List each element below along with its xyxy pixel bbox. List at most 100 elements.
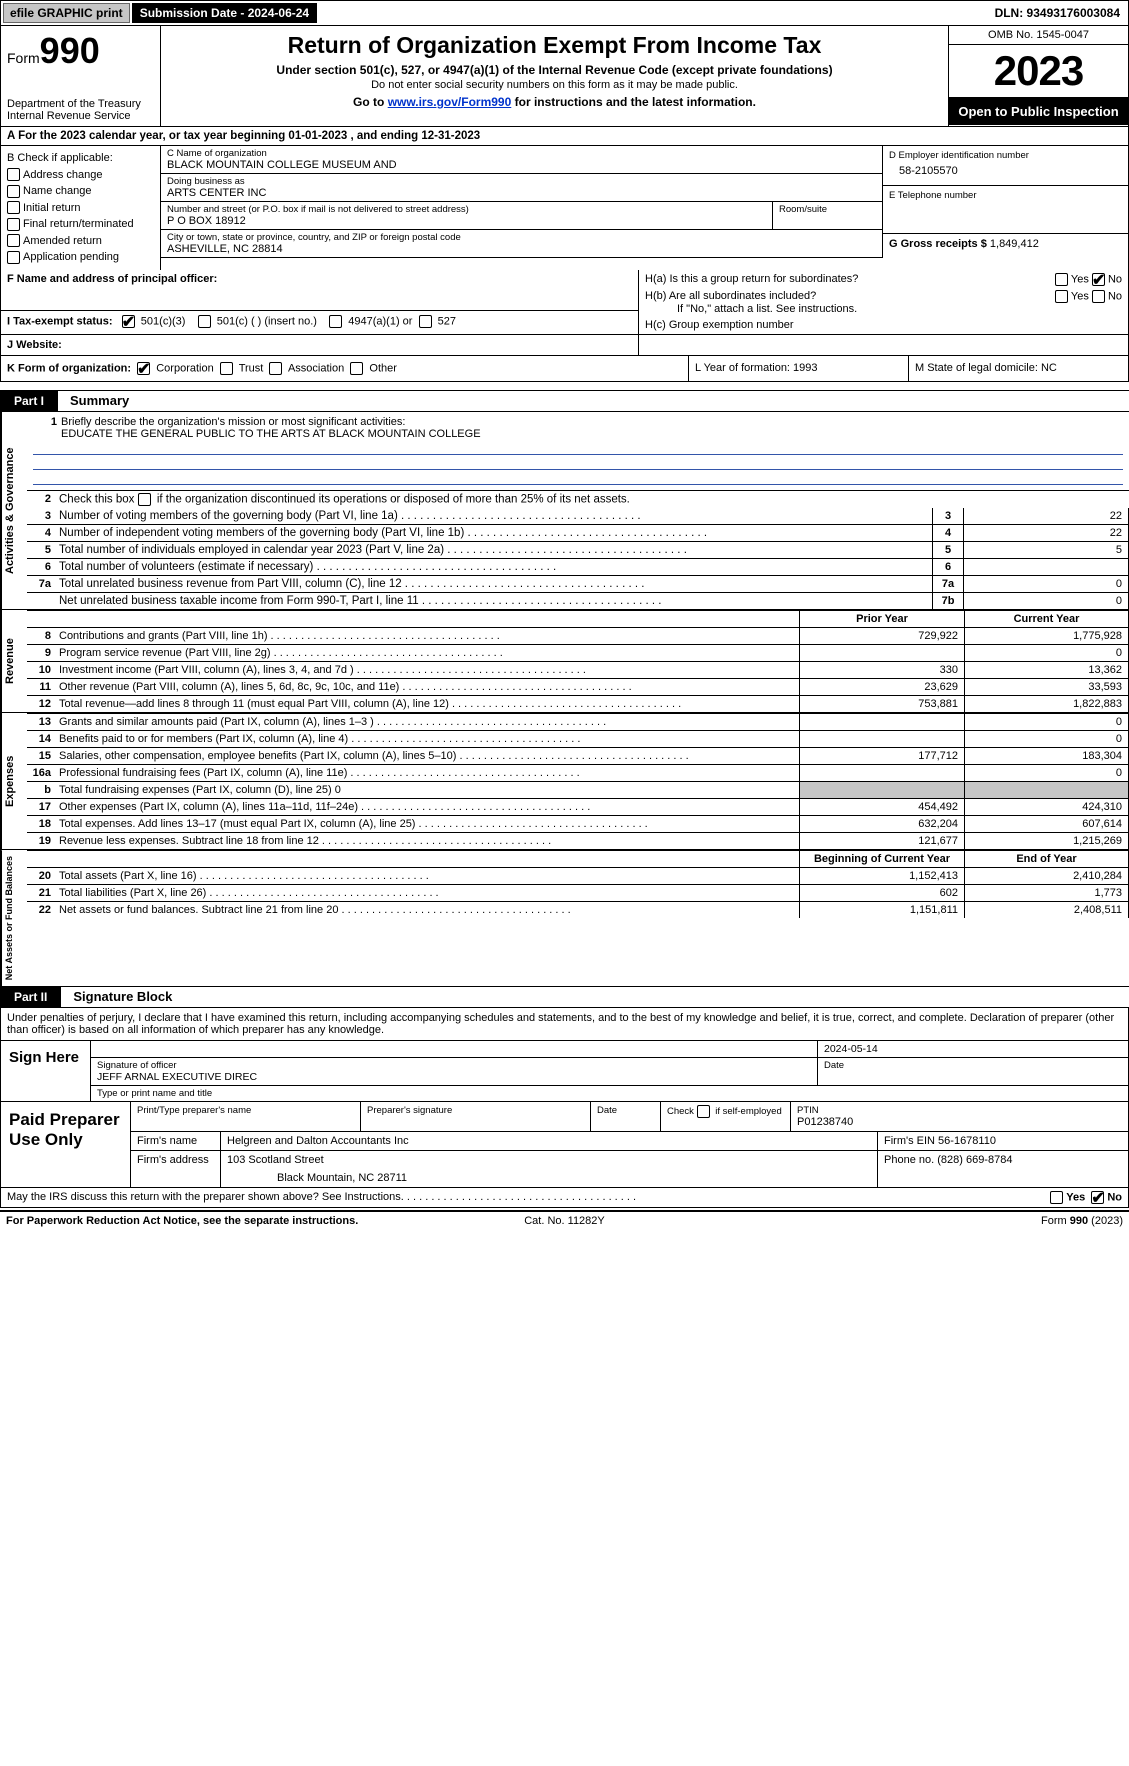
calendar-year-row: A For the 2023 calendar year, or tax yea…	[0, 127, 1129, 146]
summary-line: 3Number of voting members of the governi…	[27, 508, 1129, 524]
chk-self-employed[interactable]	[697, 1105, 710, 1118]
chk-other[interactable]	[350, 362, 363, 375]
org-name: BLACK MOUNTAIN COLLEGE MUSEUM AND	[167, 159, 876, 171]
box-g: G Gross receipts $ 1,849,412	[883, 234, 1128, 254]
summary-line: 7aTotal unrelated business revenue from …	[27, 575, 1129, 592]
box-h: H(a) Is this a group return for subordin…	[639, 270, 1128, 334]
j-row: J Website:	[0, 335, 1129, 356]
submission-date-label: Submission Date - 2024-06-24	[132, 3, 317, 23]
page-footer: For Paperwork Reduction Act Notice, see …	[0, 1210, 1129, 1230]
expense-line: 17Other expenses (Part IX, column (A), l…	[27, 798, 1129, 815]
discuss-yes[interactable]	[1050, 1191, 1063, 1204]
box-b-title: B Check if applicable:	[7, 150, 154, 167]
signature-block: Under penalties of perjury, I declare th…	[0, 1008, 1129, 1102]
revenue-section: Revenue Prior YearCurrent Year 8Contribu…	[0, 610, 1129, 713]
part2-header: Part II Signature Block	[0, 987, 1129, 1008]
dba-name: ARTS CENTER INC	[167, 187, 876, 199]
box-f: F Name and address of principal officer:…	[1, 270, 639, 334]
revenue-line: 10Investment income (Part VIII, column (…	[27, 661, 1129, 678]
top-bar: efile GRAPHIC print Submission Date - 20…	[0, 0, 1129, 26]
box-d-e-g: D Employer identification number58-21055…	[883, 146, 1128, 270]
expense-line: 15Salaries, other compensation, employee…	[27, 747, 1129, 764]
city-state-zip: ASHEVILLE, NC 28814	[167, 243, 876, 255]
expense-line: 16aProfessional fundraising fees (Part I…	[27, 764, 1129, 781]
form-prefix: Form	[7, 50, 40, 66]
omb-number: OMB No. 1545-0047	[949, 26, 1128, 45]
expense-line: bTotal fundraising expenses (Part IX, co…	[27, 781, 1129, 798]
chk-discontinued[interactable]	[138, 493, 151, 506]
box-e: E Telephone number	[883, 186, 1128, 234]
chk-name-change[interactable]	[7, 185, 20, 198]
summary-line: 6Total number of volunteers (estimate if…	[27, 558, 1129, 575]
revenue-line: 8Contributions and grants (Part VIII, li…	[27, 627, 1129, 644]
summary-line: 4Number of independent voting members of…	[27, 524, 1129, 541]
officer-name: JEFF ARNAL EXECUTIVE DIREC	[97, 1071, 811, 1083]
expense-line: 19Revenue less expenses. Subtract line 1…	[27, 832, 1129, 849]
net-line: 21Total liabilities (Part X, line 26)602…	[27, 884, 1129, 901]
chk-final-return[interactable]	[7, 218, 20, 231]
form-subtitle-2: Do not enter social security numbers on …	[167, 79, 942, 91]
ha-no[interactable]	[1092, 273, 1105, 286]
hb-yes[interactable]	[1055, 290, 1068, 303]
discuss-no[interactable]	[1091, 1191, 1104, 1204]
summary-line: Net unrelated business taxable income fr…	[27, 592, 1129, 609]
chk-corp[interactable]	[137, 362, 150, 375]
sig-date: 2024-05-14	[818, 1041, 1128, 1057]
box-j: J Website:	[1, 335, 639, 355]
revenue-line: 9Program service revenue (Part VIII, lin…	[27, 644, 1129, 661]
box-k: K Form of organization: Corporation Trus…	[1, 356, 688, 381]
form-title: Return of Organization Exempt From Incom…	[167, 32, 942, 59]
revenue-line: 12Total revenue—add lines 8 through 11 (…	[27, 695, 1129, 712]
irs-label: Internal Revenue Service	[7, 110, 154, 122]
box-l: L Year of formation: 1993	[688, 356, 908, 381]
street-address: P O BOX 18912	[167, 215, 766, 227]
expense-line: 18Total expenses. Add lines 13–17 (must …	[27, 815, 1129, 832]
net-assets-section: Net Assets or Fund Balances Beginning of…	[0, 850, 1129, 987]
dln: DLN: 93493176003084	[987, 3, 1128, 23]
chk-app-pending[interactable]	[7, 251, 20, 264]
firm-name: Helgreen and Dalton Accountants Inc	[221, 1132, 878, 1150]
chk-501c3[interactable]	[122, 315, 135, 328]
net-line: 20Total assets (Part X, line 16)1,152,41…	[27, 867, 1129, 884]
tax-year: 2023	[949, 45, 1128, 97]
firm-addr1: 103 Scotland Street	[227, 1154, 871, 1166]
firm-addr2: Black Mountain, NC 28711	[227, 1172, 871, 1184]
part1-header: Part I Summary	[0, 390, 1129, 412]
discuss-row: May the IRS discuss this return with the…	[0, 1188, 1129, 1208]
f-h-row: F Name and address of principal officer:…	[0, 270, 1129, 335]
dept-treasury: Department of the Treasury	[7, 98, 154, 110]
form-subtitle-3: Go to www.irs.gov/Form990 for instructio…	[167, 95, 942, 109]
firm-phone: (828) 669-8784	[937, 1154, 1012, 1166]
expense-line: 14Benefits paid to or for members (Part …	[27, 730, 1129, 747]
chk-address-change[interactable]	[7, 168, 20, 181]
efile-button[interactable]: efile GRAPHIC print	[3, 3, 130, 23]
chk-amended[interactable]	[7, 234, 20, 247]
irs-link[interactable]: www.irs.gov/Form990	[388, 95, 512, 109]
ha-yes[interactable]	[1055, 273, 1068, 286]
box-c: C Name of organizationBLACK MOUNTAIN COL…	[161, 146, 883, 270]
form-number: 990	[40, 30, 100, 71]
box-b: B Check if applicable: Address change Na…	[1, 146, 161, 270]
mission-text: EDUCATE THE GENERAL PUBLIC TO THE ARTS A…	[33, 428, 1123, 440]
firm-ein: 56-1678110	[938, 1135, 996, 1147]
revenue-line: 11Other revenue (Part VIII, column (A), …	[27, 678, 1129, 695]
ptin: P01238740	[797, 1116, 1122, 1128]
chk-527[interactable]	[419, 315, 432, 328]
net-line: 22Net assets or fund balances. Subtract …	[27, 901, 1129, 918]
box-d: D Employer identification number58-21055…	[883, 146, 1128, 186]
hb-no[interactable]	[1092, 290, 1105, 303]
chk-initial-return[interactable]	[7, 201, 20, 214]
form-header: Form990 Department of the Treasury Inter…	[0, 26, 1129, 127]
chk-assoc[interactable]	[269, 362, 282, 375]
chk-trust[interactable]	[220, 362, 233, 375]
ein: 58-2105570	[889, 161, 1122, 181]
k-l-m-row: K Form of organization: Corporation Trus…	[0, 356, 1129, 382]
chk-501c[interactable]	[198, 315, 211, 328]
open-inspection: Open to Public Inspection	[949, 97, 1128, 125]
expenses-section: Expenses 13Grants and similar amounts pa…	[0, 713, 1129, 850]
chk-4947[interactable]	[329, 315, 342, 328]
form-subtitle-1: Under section 501(c), 527, or 4947(a)(1)…	[167, 63, 942, 77]
entity-info-grid: B Check if applicable: Address change Na…	[0, 146, 1129, 270]
gross-receipts: 1,849,412	[990, 238, 1039, 250]
paid-preparer: Paid Preparer Use Only Print/Type prepar…	[0, 1102, 1129, 1188]
